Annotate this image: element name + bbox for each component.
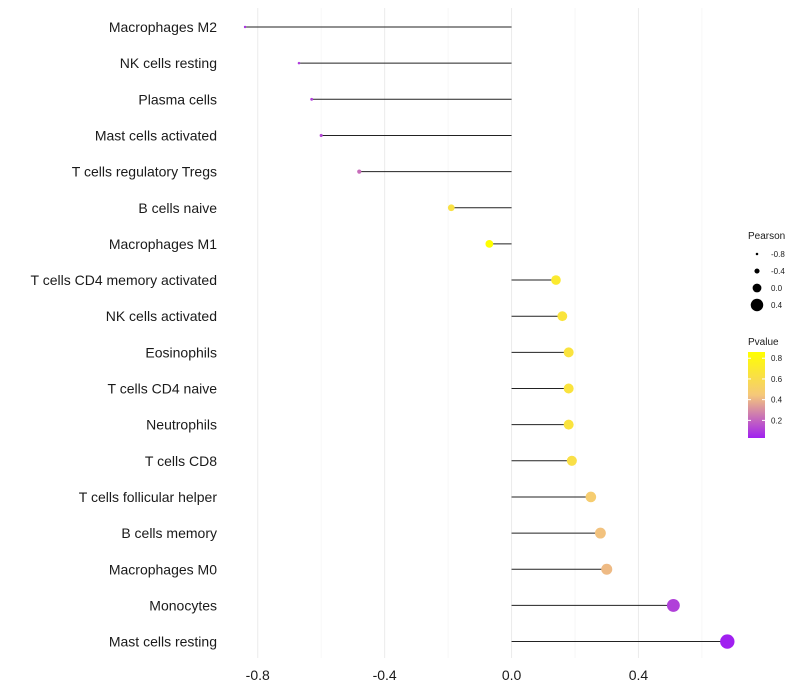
category-label: NK cells resting (120, 55, 217, 71)
lollipop-point (563, 383, 574, 394)
category-label: Eosinophils (145, 344, 217, 360)
lollipop-point (485, 240, 494, 248)
category-label: T cells CD4 memory activated (31, 272, 217, 288)
x-tick-label: -0.8 (246, 667, 270, 683)
lollipop-point (666, 598, 680, 612)
category-label: Monocytes (149, 597, 217, 613)
x-tick-label: -0.4 (373, 667, 397, 683)
lollipop-point (557, 311, 568, 322)
category-label: Mast cells resting (109, 634, 217, 650)
lollipop-point (297, 61, 301, 65)
lollipop-point (310, 97, 314, 101)
lollipop-point (594, 527, 606, 539)
category-label: NK cells activated (106, 308, 217, 324)
lollipop-point (243, 25, 247, 29)
size-legend-dot (750, 298, 764, 312)
category-label: Mast cells activated (95, 127, 217, 143)
lollipop-point (319, 133, 323, 138)
grid-lines (257, 8, 703, 658)
colorbar-label: 0.6 (771, 375, 783, 384)
lollipop-point (551, 275, 561, 285)
lollipop-points (243, 25, 735, 649)
lollipop-point (357, 169, 362, 174)
lollipop-point (585, 491, 597, 503)
category-label: T cells CD8 (145, 453, 217, 469)
lollipop-point (563, 419, 574, 430)
lollipop-point (601, 563, 613, 575)
size-legend-label: 0.4 (771, 301, 783, 310)
colorbar-label: 0.2 (771, 416, 783, 425)
lollipop-point (566, 455, 577, 466)
lollipop-point (563, 347, 574, 358)
category-labels: Macrophages M2 NK cells resting Plasma cel… (31, 19, 218, 650)
x-tick-label: 0.0 (502, 667, 522, 683)
size-legend-dot (754, 268, 760, 274)
category-label: T cells follicular helper (79, 489, 218, 505)
size-legend-label: -0.4 (771, 267, 785, 276)
size-legend-label: -0.8 (771, 250, 785, 259)
lollipop-point (720, 634, 735, 649)
category-label: B cells memory (121, 525, 217, 541)
category-label: Macrophages M2 (109, 19, 217, 35)
category-label: T cells CD4 naive (108, 381, 218, 397)
category-label: T cells regulatory Tregs (72, 164, 217, 180)
pvalue-legend-title: Pvalue (748, 337, 779, 348)
x-axis-ticks: -0.8 -0.4 0.0 0.4 (246, 667, 649, 683)
lollipop-stems (245, 26, 728, 643)
category-label: B cells naive (138, 200, 217, 216)
category-label: Macrophages M1 (109, 236, 217, 252)
pearson-size-legend: Pearson -0.8 -0.4 0.0 0.4 (748, 231, 785, 312)
x-tick-label: 0.4 (629, 667, 649, 683)
size-legend-dot (752, 283, 762, 293)
pearson-legend-title: Pearson (748, 231, 785, 242)
colorbar-label: 0.4 (771, 396, 783, 405)
category-label: Plasma cells (138, 91, 217, 107)
pvalue-colorbar (748, 352, 765, 438)
colorbar-label: 0.8 (771, 354, 783, 363)
size-legend-label: 0.0 (771, 284, 783, 293)
size-legend-dot (755, 252, 759, 256)
category-label: Neutrophils (146, 417, 217, 433)
category-label: Macrophages M0 (109, 561, 217, 577)
lollipop-point (447, 204, 455, 212)
pvalue-color-legend: Pvalue 0.8 0.6 0.4 0.2 (748, 337, 783, 438)
